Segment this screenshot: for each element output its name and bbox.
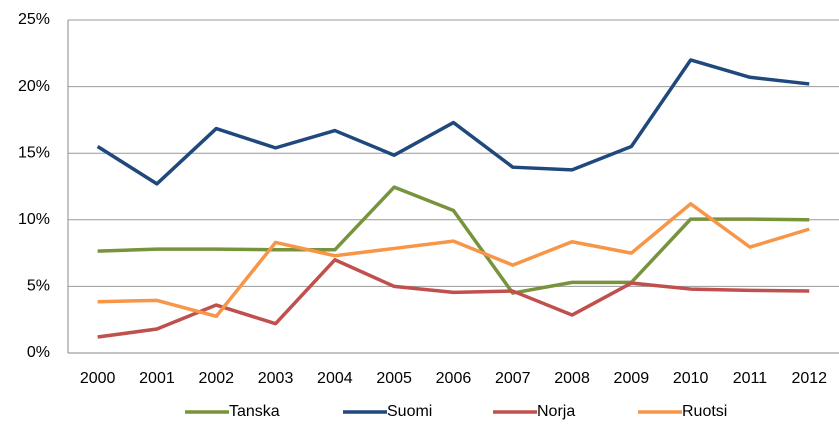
y-tick-label: 25% xyxy=(18,11,50,28)
legend-label: Ruotsi xyxy=(682,403,727,420)
x-tick-label: 2001 xyxy=(139,370,175,387)
x-tick-label: 2006 xyxy=(436,370,472,387)
x-tick-label: 2003 xyxy=(258,370,294,387)
y-tick-label: 10% xyxy=(18,211,50,228)
legend-label: Norja xyxy=(537,403,575,420)
y-tick-label: 20% xyxy=(18,78,50,95)
x-tick-label: 2002 xyxy=(198,370,234,387)
x-tick-label: 2010 xyxy=(673,370,709,387)
x-tick-label: 2005 xyxy=(376,370,412,387)
x-tick-label: 2000 xyxy=(80,370,116,387)
y-tick-label: 15% xyxy=(18,144,50,161)
x-tick-label: 2011 xyxy=(733,370,768,387)
legend-label: Suomi xyxy=(387,403,432,420)
line-series xyxy=(97,185,810,295)
x-tick-label: 2008 xyxy=(554,370,590,387)
x-tick-label: 2004 xyxy=(317,370,353,387)
y-tick-label: 0% xyxy=(27,344,50,361)
x-tick-label: 2007 xyxy=(495,370,531,387)
x-tick-label: 2009 xyxy=(614,370,650,387)
x-tick-label: 2012 xyxy=(791,370,827,387)
line-series xyxy=(97,202,810,319)
legend-label: Tanska xyxy=(229,403,280,420)
line-series xyxy=(96,58,810,186)
y-tick-label: 5% xyxy=(27,278,50,295)
line-series xyxy=(97,258,810,339)
